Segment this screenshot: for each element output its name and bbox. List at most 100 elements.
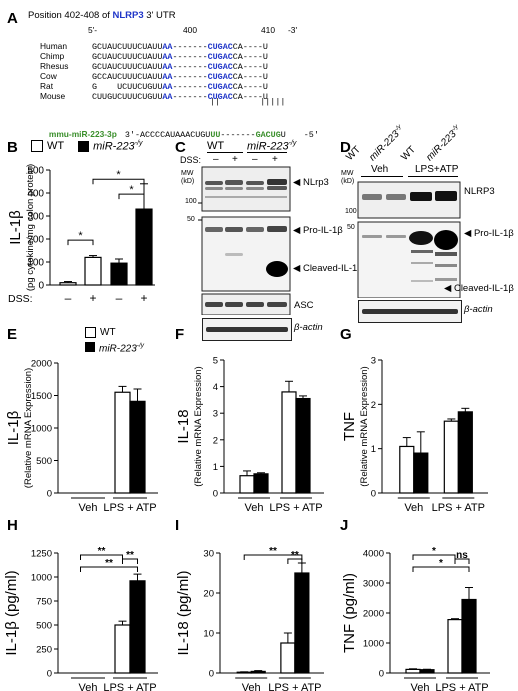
- blot-d-svg: [357, 181, 461, 298]
- panel-letter-a: A: [7, 10, 18, 27]
- alignment-row: Human GCUAUCUUUCUAUUAA-------CUGACCA----U: [40, 36, 268, 52]
- legend-e-wt-label: WT: [100, 327, 116, 338]
- y-axis-sublabel: (pg cytokine/mg colon protein): [25, 164, 36, 291]
- x-tick-label: Veh: [245, 502, 264, 514]
- sig-bracket: [412, 566, 470, 572]
- x-tick-label: LPS + ATP: [432, 502, 485, 514]
- y-tick-label: 2000: [31, 359, 52, 370]
- blot-d-pro-text: Pro-IL-1β: [473, 228, 514, 239]
- seq-site: CUGAC: [207, 92, 233, 102]
- panel-letter-e: E: [7, 326, 18, 343]
- panel-letter-g: G: [340, 326, 352, 343]
- y-axis-label: IL-18: [175, 409, 192, 443]
- seq-pre: GCUAUCUUUCUAUU: [92, 42, 163, 52]
- panel-a-pos-410: 410: [261, 25, 275, 35]
- y-axis-label: TNF (pg/ml): [341, 573, 358, 653]
- y-tick-label: 0: [47, 489, 52, 500]
- y-axis-label: TNF: [341, 412, 358, 441]
- sig-bracket: [287, 558, 303, 564]
- blot-c-ko-text: miR-223: [247, 140, 289, 153]
- sig-bracket: [92, 178, 145, 185]
- blot-c-actin-band: [206, 327, 288, 332]
- x-tick-label: Veh: [79, 502, 98, 514]
- blot-d-lps: LPS+ATP: [415, 164, 459, 175]
- blot-d-mw: MW (kD): [341, 170, 354, 186]
- sig-bracket: [243, 554, 303, 560]
- chart-e: 0 500 1000 1500 2000 IL-1β (Relative mRNA Expr…: [5, 359, 158, 514]
- mirna-uu: UU: [210, 130, 221, 140]
- blot-c-ko-line: [247, 152, 287, 153]
- y-tick-label: 1000: [31, 573, 52, 584]
- sig-bracket: [118, 193, 145, 200]
- blot-c-m50: 50: [187, 216, 195, 223]
- panel-a-title-suffix: 3' UTR: [143, 10, 176, 21]
- seq-post: CA----U: [232, 82, 268, 92]
- y-axis-label: IL-18 (pg/ml): [175, 570, 192, 655]
- mirna-pre: 3'-ACCCCAUAAACUGU: [124, 130, 211, 140]
- x-axis-label: DSS:: [8, 293, 33, 305]
- mirna-mid: -------: [220, 130, 256, 140]
- y-tick-label: 0: [209, 669, 214, 680]
- bar: [461, 598, 477, 674]
- bar: [129, 580, 146, 674]
- chart-f: 0 1 2 3 4 5 IL-18 (Relative mRNA Expression) Veh…: [175, 356, 324, 514]
- legend-e-ko-sup: -/y: [136, 342, 145, 349]
- x-tick-label: LPS + ATP: [268, 682, 321, 691]
- y-tick-label: 250: [36, 645, 52, 656]
- y-tick-label: 0: [379, 669, 384, 680]
- y-tick-label: 3: [213, 409, 218, 420]
- bar: [281, 391, 297, 494]
- panel-letter-c: C: [175, 139, 186, 156]
- bar: [399, 445, 415, 494]
- y-tick-label: 0: [371, 489, 376, 500]
- bar: [59, 282, 77, 286]
- sig-mark: **: [105, 558, 113, 569]
- bar: [405, 668, 421, 674]
- alignment-row: Mouse CUUGUCUUUCUGUUAA-------CUGACCA----U: [40, 86, 268, 102]
- sig-bracket: [454, 558, 470, 564]
- blot-c-asc-label: ASC: [294, 300, 314, 311]
- blot-c-svg: [198, 166, 291, 315]
- legend-ko-sup: -/y: [134, 140, 143, 147]
- seq-aa: AA: [162, 42, 173, 52]
- y-tick-label: 2000: [363, 609, 384, 620]
- x-tick-label: –: [65, 291, 72, 305]
- y-tick-label: 4: [213, 382, 218, 393]
- blot-c-pro-text: Pro-IL-1β: [302, 225, 343, 236]
- seq-gap: -------: [172, 82, 208, 92]
- mirna-name: mmu-miR-223-3p: [48, 129, 117, 139]
- y-tick-label: 2: [371, 400, 376, 411]
- blot-d-actin-label: β-actin: [464, 304, 493, 315]
- blot-c-cleaved-text: Cleaved-IL-1β: [302, 263, 363, 274]
- legend-ko-swatch: [78, 140, 90, 152]
- y-tick-label: 1000: [363, 639, 384, 650]
- y-tick-label: 500: [36, 456, 52, 467]
- seq-aa: AA: [162, 52, 173, 62]
- sig-mark: **: [98, 546, 106, 557]
- bar: [114, 624, 131, 674]
- legend-wt-swatch: [31, 140, 43, 153]
- y-tick-label: 100: [27, 258, 44, 269]
- seq-site: CUGAC: [207, 82, 233, 92]
- blot-d-pro-label: ◀ Pro-IL-1β: [464, 228, 514, 239]
- blot-c-nlrp3-label: ◀ NLrp3: [293, 177, 329, 188]
- blot-d-m50: 50: [347, 224, 355, 231]
- blot-d-ko1-text: miR-223: [367, 128, 402, 164]
- legend-e-ko-label: miR-223-/y: [99, 339, 144, 355]
- seq-pre: GCUAUCUUUCUAUU: [92, 52, 163, 62]
- bar: [419, 669, 435, 674]
- chart-i: 0 10 20 30 IL-18 (pg/ml) Veh LPS + ATP ** **: [175, 546, 324, 691]
- bar: [280, 642, 296, 674]
- y-tick-label: 0: [47, 669, 52, 680]
- seq-gap: -------: [172, 72, 208, 82]
- legend-e-wt-swatch: [85, 327, 96, 338]
- species-name: Mouse: [40, 91, 66, 101]
- x-tick-label: LPS + ATP: [435, 682, 488, 691]
- sig-bracket: [80, 566, 138, 572]
- alignment-row: Rat G UCUUCUGUUAA-------CUGACCA----U: [40, 76, 268, 92]
- panel-a-pos-right: -3': [288, 25, 298, 35]
- y-tick-label: 3000: [363, 579, 384, 590]
- panel-a-gene: NLRP3: [112, 10, 144, 21]
- legend-e-ko-text: miR-223: [99, 343, 137, 355]
- panel-letter-d: D: [340, 139, 351, 156]
